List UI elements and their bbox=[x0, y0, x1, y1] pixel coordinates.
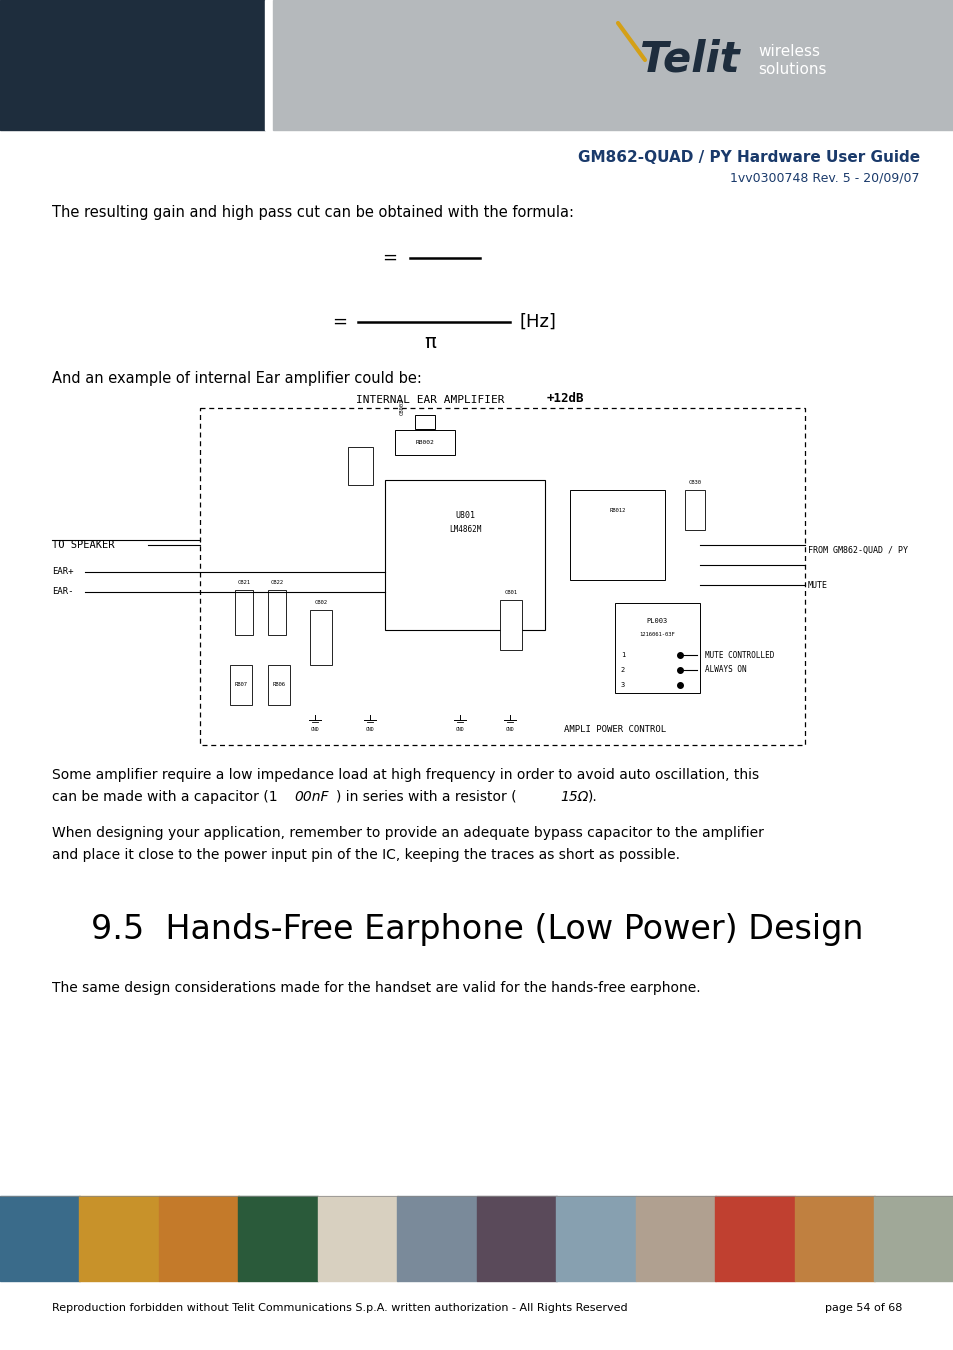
Text: RB012: RB012 bbox=[609, 508, 625, 513]
Bar bbox=[317, 1196, 397, 1281]
Text: solutions: solutions bbox=[758, 62, 825, 77]
Text: FROM GM862-QUAD / PY: FROM GM862-QUAD / PY bbox=[807, 545, 907, 555]
Bar bbox=[348, 447, 373, 485]
Bar bbox=[159, 1196, 239, 1281]
Text: 9.5  Hands-Free Earphone (Low Power) Design: 9.5 Hands-Free Earphone (Low Power) Desi… bbox=[91, 914, 862, 946]
Bar bbox=[273, 0, 953, 130]
Text: CB003: CB003 bbox=[399, 398, 405, 416]
Text: MUTE: MUTE bbox=[807, 580, 827, 590]
Bar bbox=[615, 603, 700, 693]
Bar bbox=[200, 408, 804, 745]
Text: can be made with a capacitor (1: can be made with a capacitor (1 bbox=[52, 790, 277, 805]
Text: Reproduction forbidden without Telit Communications S.p.A. written authorization: Reproduction forbidden without Telit Com… bbox=[52, 1303, 627, 1314]
Bar bbox=[874, 1196, 953, 1281]
Text: CB02: CB02 bbox=[314, 599, 327, 605]
Text: PL003: PL003 bbox=[646, 618, 667, 624]
Text: +12dB: +12dB bbox=[546, 392, 583, 405]
Text: INTERNAL EAR AMPLIFIER: INTERNAL EAR AMPLIFIER bbox=[355, 396, 504, 405]
Bar bbox=[234, 590, 253, 634]
Bar bbox=[268, 590, 286, 634]
Text: [Hz]: [Hz] bbox=[519, 313, 557, 331]
Text: 00nF: 00nF bbox=[294, 790, 328, 805]
Text: The same design considerations made for the handset are valid for the hands-free: The same design considerations made for … bbox=[52, 981, 700, 995]
Bar bbox=[636, 1196, 716, 1281]
Text: EAR+: EAR+ bbox=[52, 567, 73, 576]
Text: π: π bbox=[424, 332, 436, 351]
Bar bbox=[310, 610, 332, 666]
Bar bbox=[794, 1196, 874, 1281]
Bar bbox=[397, 1196, 477, 1281]
Bar bbox=[265, 0, 273, 130]
Text: TO SPEAKER: TO SPEAKER bbox=[52, 540, 114, 549]
Text: 3: 3 bbox=[620, 682, 624, 688]
Text: MUTE CONTROLLED: MUTE CONTROLLED bbox=[704, 651, 774, 660]
Text: GND: GND bbox=[505, 728, 514, 732]
Text: RB002: RB002 bbox=[416, 440, 434, 446]
Bar bbox=[385, 481, 544, 630]
Text: CB30: CB30 bbox=[688, 479, 700, 485]
Text: page 54 of 68: page 54 of 68 bbox=[823, 1303, 901, 1314]
Text: U801: U801 bbox=[455, 510, 475, 520]
Text: GND: GND bbox=[365, 728, 374, 732]
Text: The resulting gain and high pass cut can be obtained with the formula:: The resulting gain and high pass cut can… bbox=[52, 204, 574, 220]
Bar bbox=[499, 599, 521, 649]
Bar bbox=[715, 1196, 795, 1281]
Text: EAR-: EAR- bbox=[52, 587, 73, 597]
Text: RB07: RB07 bbox=[234, 683, 247, 687]
Text: Telit: Telit bbox=[639, 39, 739, 81]
Text: 15Ω: 15Ω bbox=[559, 790, 588, 805]
Bar bbox=[556, 1196, 636, 1281]
Text: ALWAYS ON: ALWAYS ON bbox=[704, 666, 746, 675]
Text: RB06: RB06 bbox=[273, 683, 285, 687]
Text: 1216061-03F: 1216061-03F bbox=[639, 633, 674, 637]
Text: 2: 2 bbox=[620, 667, 624, 674]
Text: Some amplifier require a low impedance load at high frequency in order to avoid : Some amplifier require a low impedance l… bbox=[52, 768, 759, 782]
Text: =: = bbox=[382, 248, 397, 267]
Text: =: = bbox=[333, 313, 347, 331]
Text: and place it close to the power input pin of the IC, keeping the traces as short: and place it close to the power input pi… bbox=[52, 848, 679, 863]
Text: CB01: CB01 bbox=[504, 590, 517, 594]
Text: ) in series with a resistor (: ) in series with a resistor ( bbox=[335, 790, 517, 805]
Text: wireless: wireless bbox=[758, 43, 820, 58]
Text: ).: ). bbox=[587, 790, 598, 805]
Bar bbox=[395, 431, 455, 455]
Text: LM4862M: LM4862M bbox=[448, 525, 480, 535]
Text: CB21: CB21 bbox=[237, 579, 251, 585]
Text: GND: GND bbox=[456, 728, 464, 732]
Bar bbox=[268, 666, 290, 705]
Text: When designing your application, remember to provide an adequate bypass capacito: When designing your application, remembe… bbox=[52, 826, 763, 840]
Bar bbox=[569, 490, 664, 580]
Text: 1vv0300748 Rev. 5 - 20/09/07: 1vv0300748 Rev. 5 - 20/09/07 bbox=[730, 171, 919, 185]
Text: CB22: CB22 bbox=[271, 579, 283, 585]
Bar bbox=[238, 1196, 318, 1281]
Bar bbox=[230, 666, 252, 705]
Text: And an example of internal Ear amplifier could be:: And an example of internal Ear amplifier… bbox=[52, 370, 421, 386]
Bar bbox=[0, 1196, 80, 1281]
Text: AMPLI POWER CONTROL: AMPLI POWER CONTROL bbox=[563, 725, 665, 734]
Text: 1: 1 bbox=[620, 652, 624, 657]
Bar bbox=[0, 0, 265, 130]
Text: GM862-QUAD / PY Hardware User Guide: GM862-QUAD / PY Hardware User Guide bbox=[578, 150, 919, 166]
Text: GND: GND bbox=[311, 728, 319, 732]
Bar bbox=[79, 1196, 159, 1281]
Bar bbox=[476, 1196, 557, 1281]
Bar bbox=[415, 414, 435, 429]
Bar bbox=[684, 490, 704, 531]
